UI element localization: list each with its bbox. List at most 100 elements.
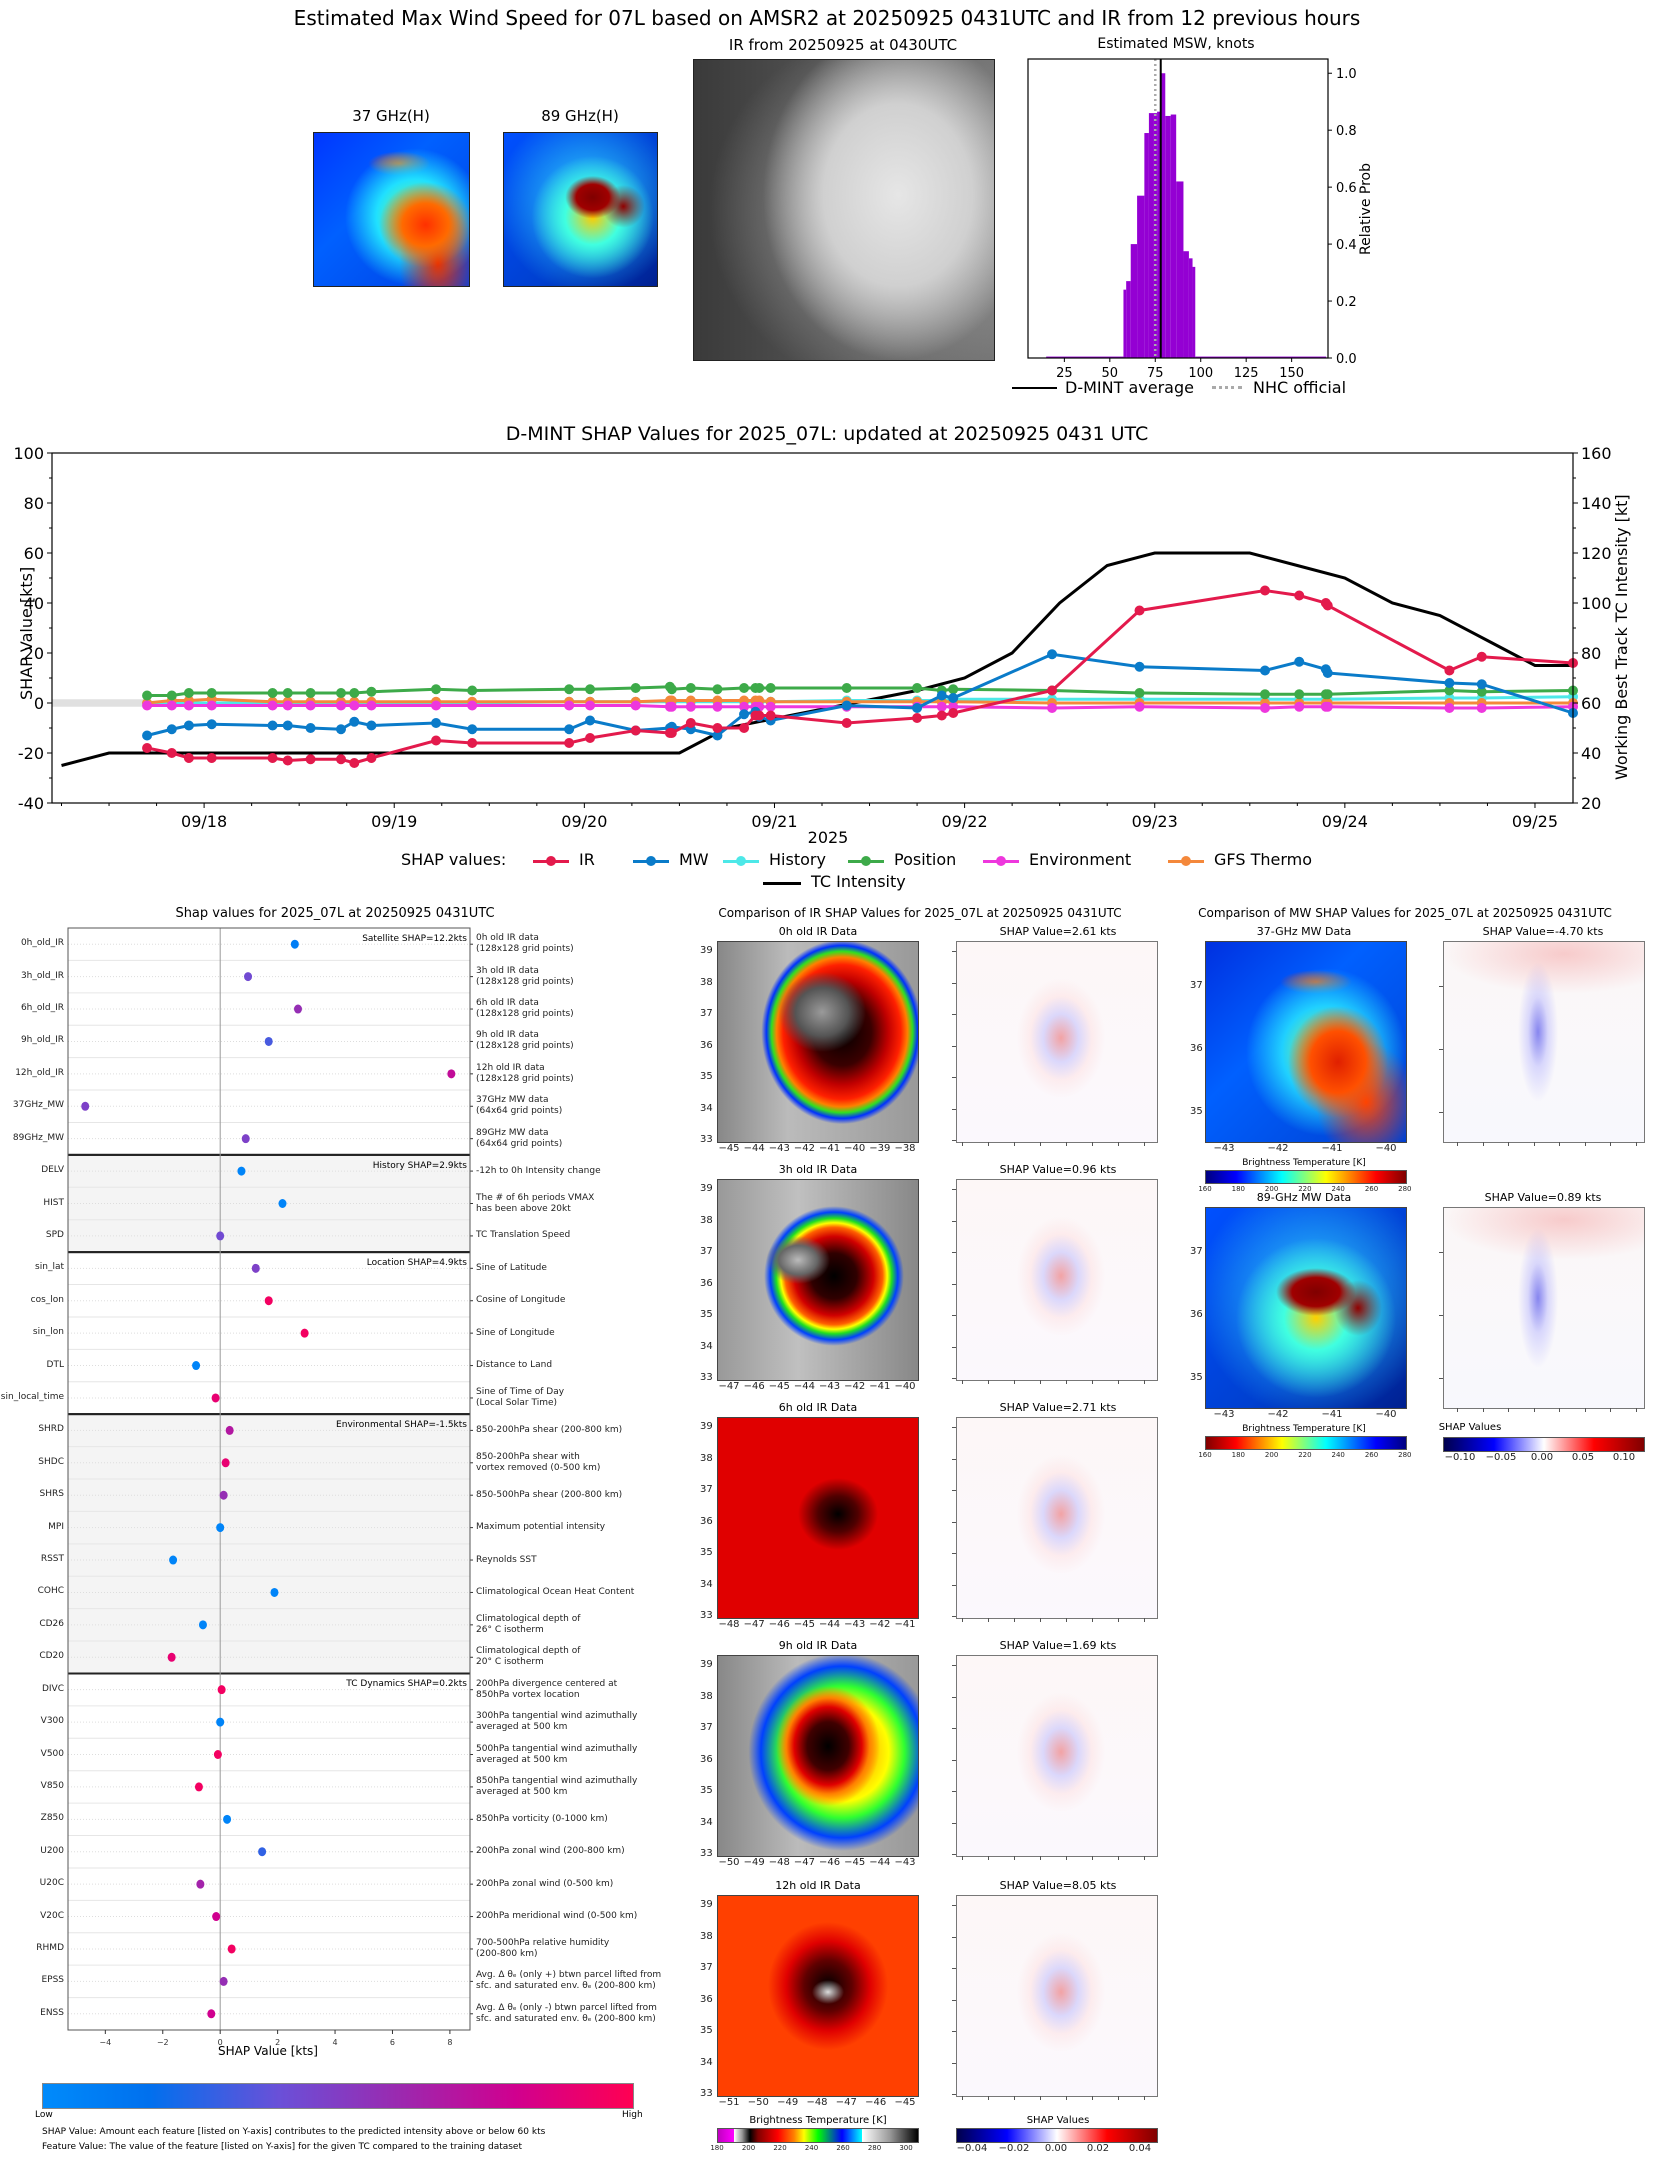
shap-x-tick [1066, 1618, 1067, 1622]
ir-x-tick-label: −41 [819, 1143, 841, 1154]
feature-name-RHMD: RHMD [36, 1942, 64, 1953]
feature-point-89GHz_MW [241, 1134, 250, 1144]
shap-x-tick [1092, 1380, 1093, 1384]
mw-shap-tick-label: 0.10 [1612, 1452, 1636, 1463]
data-point [1444, 665, 1455, 676]
shap-y-tick [952, 1220, 956, 1222]
data-point [765, 701, 776, 712]
feature-desc-V500: 500hPa tangential wind azimuthally averag… [476, 1744, 637, 1766]
legend-tc-intensity-label: TC Intensity [811, 872, 906, 891]
data-point [564, 700, 575, 711]
data-point [585, 684, 596, 695]
shap-x-tick [1014, 1142, 1015, 1146]
mw37-thumbnail-image [313, 132, 470, 287]
shap-y-tick [952, 1378, 956, 1379]
feature-point-V500 [213, 1750, 222, 1759]
data-point [841, 700, 852, 711]
shap-y-tick [952, 1490, 956, 1491]
ir-y-tick-label: 34 [700, 2056, 713, 2068]
feature-desc-line: 0h old IR data [476, 933, 539, 944]
ir-y-tick-label: 33 [700, 1848, 713, 1859]
ir-y-tick-label: 38 [700, 1690, 713, 1702]
data-point [841, 718, 852, 728]
group-shap-label: Location SHAP=4.9kts [366, 1258, 467, 1269]
data-point [712, 684, 723, 695]
ir-shap-image [956, 941, 1158, 1143]
shap-y-tick [952, 1521, 956, 1523]
y-tick-label: 0.8 [1336, 124, 1357, 139]
shap-y-tick [952, 1905, 956, 1906]
data-point [431, 700, 442, 711]
shap-x-tick [988, 1142, 989, 1146]
shap-x-tick [1457, 1408, 1458, 1412]
shap-y-tick [952, 1936, 956, 1938]
feature-desc-line: vortex removed (0-500 km) [476, 1462, 601, 1473]
feature-desc-line: Sine of Time of Day [476, 1386, 565, 1397]
shap-x-tick [1144, 1142, 1145, 1146]
ir-y-tick-label: 35 [700, 1071, 713, 1082]
ir-data-title: 3h old IR Data [778, 1163, 858, 1176]
feature-desc-line: Climatological depth of [476, 1613, 581, 1624]
feature-desc-line: 89GHz MW data [476, 1127, 549, 1138]
data-point [467, 700, 478, 711]
mw-x-tick-label: −43 [1213, 1143, 1235, 1154]
feature-point-9h_old_IR [264, 1036, 273, 1046]
ir-shap-tick-label: 0.02 [1086, 2143, 1110, 2154]
data-point [305, 700, 316, 711]
ir-x-tick-label: −45 [844, 1857, 866, 1868]
ir-y-tick-label: 36 [700, 1753, 713, 1765]
legend-label: IR [579, 850, 595, 869]
x-tick-label: 09/22 [942, 812, 988, 831]
data-point [765, 710, 776, 721]
y-tick-label: 80 [24, 494, 44, 513]
ir-x-tick-label: −48 [806, 2097, 828, 2108]
data-point [431, 735, 442, 746]
ir-shap-colorbar [956, 2128, 1158, 2143]
ir-x-tick-label: −43 [894, 1857, 916, 1868]
histogram-bar [1130, 244, 1138, 358]
feature-desc-SHDC: 850-200hPa shear with vortex removed (0-5… [476, 1452, 600, 1474]
ir-data-title: 12h old IR Data [775, 1879, 861, 1892]
feature-desc-line: Sine of Latitude [476, 1262, 547, 1273]
ir-data-image [717, 941, 919, 1143]
feature-desc-3h_old_IR: 3h old IR data (128x128 grid points) [476, 966, 574, 988]
shap-x-tick [1092, 1856, 1093, 1860]
histogram-bar [1046, 356, 1124, 358]
shap-x-tick [1482, 1142, 1484, 1146]
data-point [585, 700, 596, 711]
feature-desc-line: sfc. and saturated env. θₑ (200-800 km) [476, 2013, 656, 2024]
feature-desc-line: (128x128 grid points) [476, 1009, 574, 1020]
shap-y-tick [952, 982, 956, 984]
mw-bt-tick-label: 180 [1231, 1451, 1245, 1459]
shap-x-tick [1508, 1408, 1509, 1412]
shap-y-tick [952, 2062, 956, 2064]
data-point [142, 690, 153, 701]
feature-desc-line: 850hPa tangential wind azimuthally [476, 1775, 638, 1786]
shap-y-tick [952, 1427, 956, 1428]
timeseries-xlabel: 2025 [807, 828, 849, 847]
shap-x-tick [1533, 1408, 1535, 1412]
data-point [685, 701, 696, 712]
shap-x-tick [1118, 1142, 1119, 1146]
feature-name-CD20: CD20 [39, 1651, 64, 1662]
mw-bt-tick-label: 160 [1198, 1185, 1212, 1193]
data-point [282, 755, 293, 766]
y-tick-label: 60 [24, 544, 44, 563]
group-shap-label: History SHAP=2.9kts [372, 1160, 467, 1171]
feature-point-U200 [258, 1847, 267, 1857]
shap-x-tick [1040, 1380, 1041, 1384]
data-point [366, 720, 377, 731]
feature-desc-line: sfc. and saturated env. θₑ (200-800 km) [476, 1981, 656, 1992]
feature-desc-line: Climatological Ocean Heat Content [476, 1586, 635, 1597]
histogram-bar [1195, 356, 1327, 358]
feature-desc-line: Sine of Longitude [476, 1327, 555, 1338]
feature-shap-title: Shap values for 2025_07L at 20250925 043… [175, 906, 495, 921]
data-point [349, 700, 360, 711]
ir-y-tick-label: 33 [700, 1610, 713, 1621]
series-mw [142, 649, 1578, 741]
data-point [142, 743, 153, 753]
legend-label: MW [679, 850, 709, 869]
feature-desc-SPD: TC Translation Speed [476, 1230, 570, 1241]
feature-point-ENSS [207, 2009, 216, 2019]
feature-point-V850 [194, 1782, 203, 1792]
